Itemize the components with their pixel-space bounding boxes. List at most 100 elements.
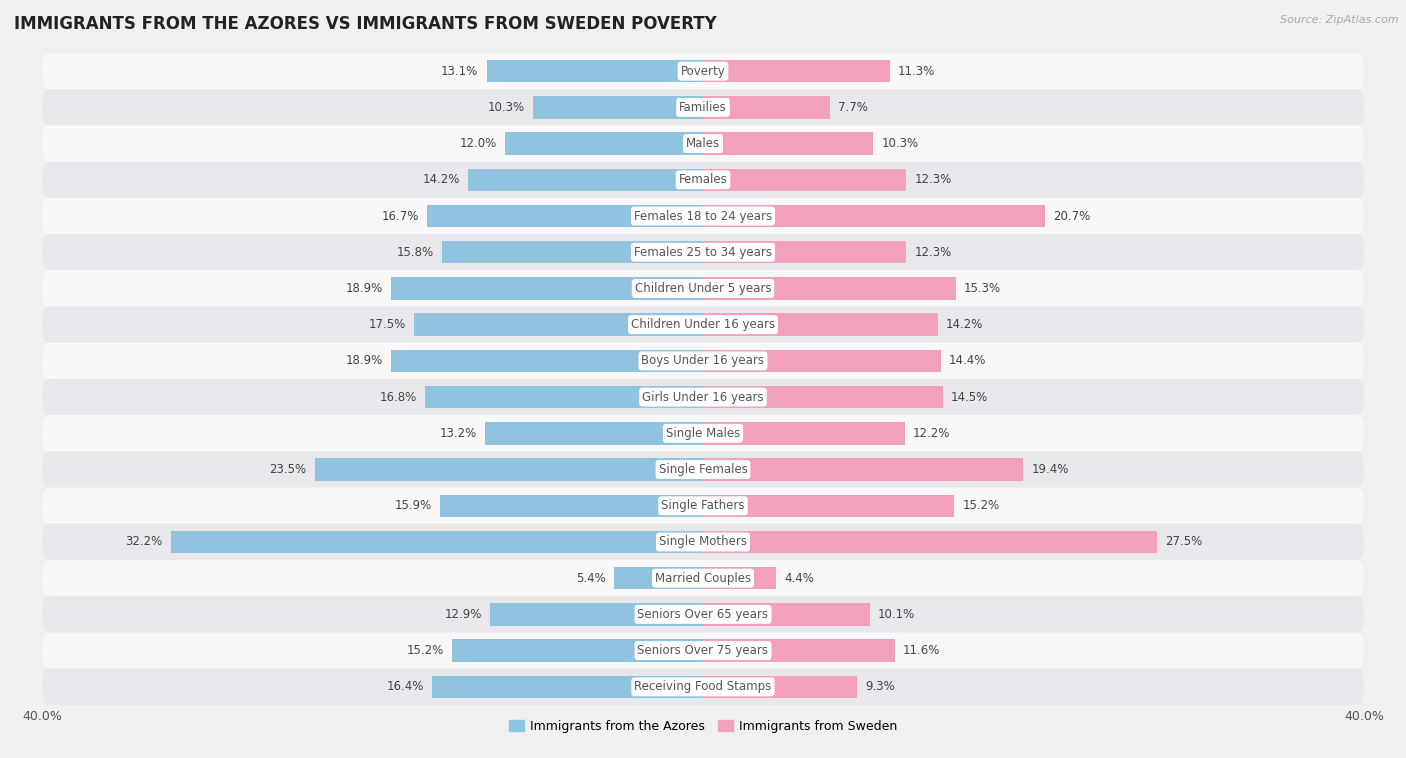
Bar [432,675,703,698]
Bar [426,386,703,409]
Text: 19.4%: 19.4% [1032,463,1069,476]
Bar [451,640,703,662]
Bar [703,603,870,625]
FancyBboxPatch shape [42,234,1364,271]
Text: 7.7%: 7.7% [838,101,869,114]
Text: Single Females: Single Females [658,463,748,476]
Bar [413,314,703,336]
Text: 14.5%: 14.5% [950,390,988,403]
Text: Source: ZipAtlas.com: Source: ZipAtlas.com [1281,15,1399,25]
Text: 17.5%: 17.5% [368,318,405,331]
Text: 18.9%: 18.9% [346,355,382,368]
FancyBboxPatch shape [42,198,1364,234]
Bar [441,241,703,264]
Text: Females 18 to 24 years: Females 18 to 24 years [634,209,772,223]
Bar [485,422,703,444]
Text: Receiving Food Stamps: Receiving Food Stamps [634,681,772,694]
Text: IMMIGRANTS FROM THE AZORES VS IMMIGRANTS FROM SWEDEN POVERTY: IMMIGRANTS FROM THE AZORES VS IMMIGRANTS… [14,15,717,33]
Text: 12.2%: 12.2% [912,427,950,440]
FancyBboxPatch shape [42,452,1364,487]
FancyBboxPatch shape [42,306,1364,343]
Text: 12.3%: 12.3% [914,174,952,186]
Text: Children Under 16 years: Children Under 16 years [631,318,775,331]
Text: 15.9%: 15.9% [395,500,432,512]
Bar [703,205,1045,227]
Text: Seniors Over 65 years: Seniors Over 65 years [637,608,769,621]
Bar [703,459,1024,481]
Bar [391,349,703,372]
FancyBboxPatch shape [42,89,1364,126]
Bar [703,96,830,118]
Text: 14.2%: 14.2% [423,174,460,186]
Text: 20.7%: 20.7% [1053,209,1091,223]
Text: Females: Females [679,174,727,186]
Text: 13.1%: 13.1% [441,64,478,77]
Bar [703,133,873,155]
Text: 12.0%: 12.0% [460,137,496,150]
Bar [315,459,703,481]
FancyBboxPatch shape [42,53,1364,89]
FancyBboxPatch shape [42,632,1364,669]
Bar [440,494,703,517]
Legend: Immigrants from the Azores, Immigrants from Sweden: Immigrants from the Azores, Immigrants f… [503,715,903,738]
FancyBboxPatch shape [42,524,1364,560]
Text: Families: Families [679,101,727,114]
Text: 15.2%: 15.2% [962,500,1000,512]
Bar [703,567,776,590]
Text: Poverty: Poverty [681,64,725,77]
Text: 5.4%: 5.4% [576,572,606,584]
Text: Males: Males [686,137,720,150]
Bar [468,168,703,191]
FancyBboxPatch shape [42,415,1364,452]
FancyBboxPatch shape [42,379,1364,415]
Bar [614,567,703,590]
Text: 10.3%: 10.3% [882,137,918,150]
FancyBboxPatch shape [42,487,1364,524]
Text: Married Couples: Married Couples [655,572,751,584]
Text: 12.3%: 12.3% [914,246,952,258]
Text: 13.2%: 13.2% [440,427,477,440]
Text: Seniors Over 75 years: Seniors Over 75 years [637,644,769,657]
Text: 27.5%: 27.5% [1166,535,1202,549]
Bar [703,494,955,517]
Text: 14.4%: 14.4% [949,355,987,368]
Bar [391,277,703,299]
FancyBboxPatch shape [42,597,1364,632]
Bar [703,386,942,409]
Text: 32.2%: 32.2% [125,535,163,549]
Text: 11.6%: 11.6% [903,644,941,657]
Text: 10.1%: 10.1% [879,608,915,621]
Text: 15.2%: 15.2% [406,644,444,657]
Bar [703,675,856,698]
FancyBboxPatch shape [42,126,1364,161]
Text: Single Males: Single Males [666,427,740,440]
Bar [703,422,904,444]
Text: Children Under 5 years: Children Under 5 years [634,282,772,295]
Bar [703,241,907,264]
Text: 23.5%: 23.5% [270,463,307,476]
Text: 11.3%: 11.3% [898,64,935,77]
Text: 18.9%: 18.9% [346,282,382,295]
Text: Single Fathers: Single Fathers [661,500,745,512]
Text: 16.4%: 16.4% [387,681,423,694]
FancyBboxPatch shape [42,669,1364,705]
Text: 14.2%: 14.2% [946,318,983,331]
Text: Females 25 to 34 years: Females 25 to 34 years [634,246,772,258]
Bar [533,96,703,118]
Bar [703,168,907,191]
Bar [486,60,703,83]
Text: 15.3%: 15.3% [965,282,1001,295]
Text: 9.3%: 9.3% [865,681,894,694]
Bar [505,133,703,155]
Text: 16.7%: 16.7% [381,209,419,223]
Bar [427,205,703,227]
FancyBboxPatch shape [42,343,1364,379]
Bar [172,531,703,553]
Text: 15.8%: 15.8% [396,246,433,258]
FancyBboxPatch shape [42,161,1364,198]
Text: 12.9%: 12.9% [444,608,482,621]
Bar [489,603,703,625]
FancyBboxPatch shape [42,271,1364,306]
Text: Single Mothers: Single Mothers [659,535,747,549]
Bar [703,314,938,336]
